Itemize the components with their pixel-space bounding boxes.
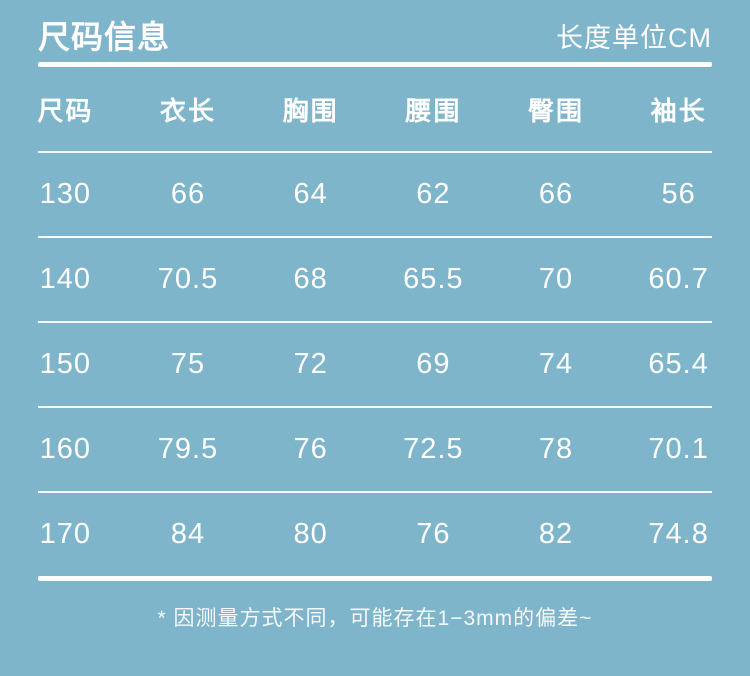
table-cell: 60.7 bbox=[648, 263, 709, 295]
row-divider bbox=[38, 151, 712, 153]
table-cell: 170 bbox=[39, 518, 92, 550]
table-row-170: 170 84 80 76 82 74.8 bbox=[0, 493, 750, 576]
table-cell: 66 bbox=[170, 178, 206, 210]
table-cell: 56 bbox=[661, 178, 696, 210]
header: 尺码信息 长度单位CM bbox=[0, 0, 750, 62]
table-cell: 66 bbox=[538, 178, 574, 210]
column-header-bust: 胸围 bbox=[282, 95, 339, 126]
header-divider bbox=[38, 62, 712, 67]
row-divider bbox=[38, 491, 712, 493]
row-divider bbox=[38, 321, 712, 323]
table-cell: 72.5 bbox=[403, 433, 464, 465]
table-cell: 75 bbox=[170, 348, 206, 380]
table-cell: 65.5 bbox=[403, 263, 464, 295]
table-cell: 74.8 bbox=[648, 518, 709, 550]
table-cell: 130 bbox=[39, 178, 92, 210]
table-cell: 69 bbox=[416, 348, 451, 380]
table-cell: 62 bbox=[416, 178, 451, 210]
row-divider bbox=[38, 236, 712, 238]
column-header-sleeve: 袖长 bbox=[650, 95, 707, 126]
column-header-size: 尺码 bbox=[37, 95, 94, 126]
size-table-header-row: 尺码 衣长 胸围 腰围 臀围 袖长 bbox=[0, 67, 750, 151]
table-cell: 76 bbox=[416, 518, 451, 550]
table-cell: 70 bbox=[538, 263, 574, 295]
table-cell: 78 bbox=[538, 433, 574, 465]
table-cell: 82 bbox=[538, 518, 574, 550]
table-cell: 84 bbox=[170, 518, 206, 550]
table-cell: 64 bbox=[293, 178, 328, 210]
column-header-hip: 臀围 bbox=[527, 95, 584, 126]
row-divider bbox=[38, 406, 712, 408]
measurement-disclaimer: * 因测量方式不同，可能存在1−3mm的偏差~ bbox=[157, 607, 593, 630]
table-cell: 65.4 bbox=[648, 348, 709, 380]
table-cell: 70.1 bbox=[648, 433, 709, 465]
table-cell: 140 bbox=[39, 263, 92, 295]
length-unit-label: 长度单位CM bbox=[556, 22, 712, 53]
table-bottom-divider bbox=[38, 576, 712, 581]
table-cell: 72 bbox=[293, 348, 328, 380]
table-cell: 74 bbox=[538, 348, 574, 380]
table-row-140: 140 70.5 68 65.5 70 60.7 bbox=[0, 238, 750, 321]
table-row-150: 150 75 72 69 74 65.4 bbox=[0, 323, 750, 406]
page-title: 尺码信息 bbox=[38, 19, 171, 55]
table-cell: 79.5 bbox=[157, 433, 219, 465]
table-cell: 160 bbox=[39, 433, 92, 465]
table-cell: 80 bbox=[293, 518, 328, 550]
column-header-length: 衣长 bbox=[159, 95, 216, 126]
table-cell: 76 bbox=[293, 433, 328, 465]
table-cell: 68 bbox=[293, 263, 328, 295]
table-cell: 150 bbox=[39, 348, 92, 380]
table-row-160: 160 79.5 76 72.5 78 70.1 bbox=[0, 408, 750, 491]
table-row-130: 130 66 64 62 66 56 bbox=[0, 153, 750, 236]
column-header-waist: 腰围 bbox=[405, 95, 462, 126]
table-cell: 70.5 bbox=[157, 263, 219, 295]
